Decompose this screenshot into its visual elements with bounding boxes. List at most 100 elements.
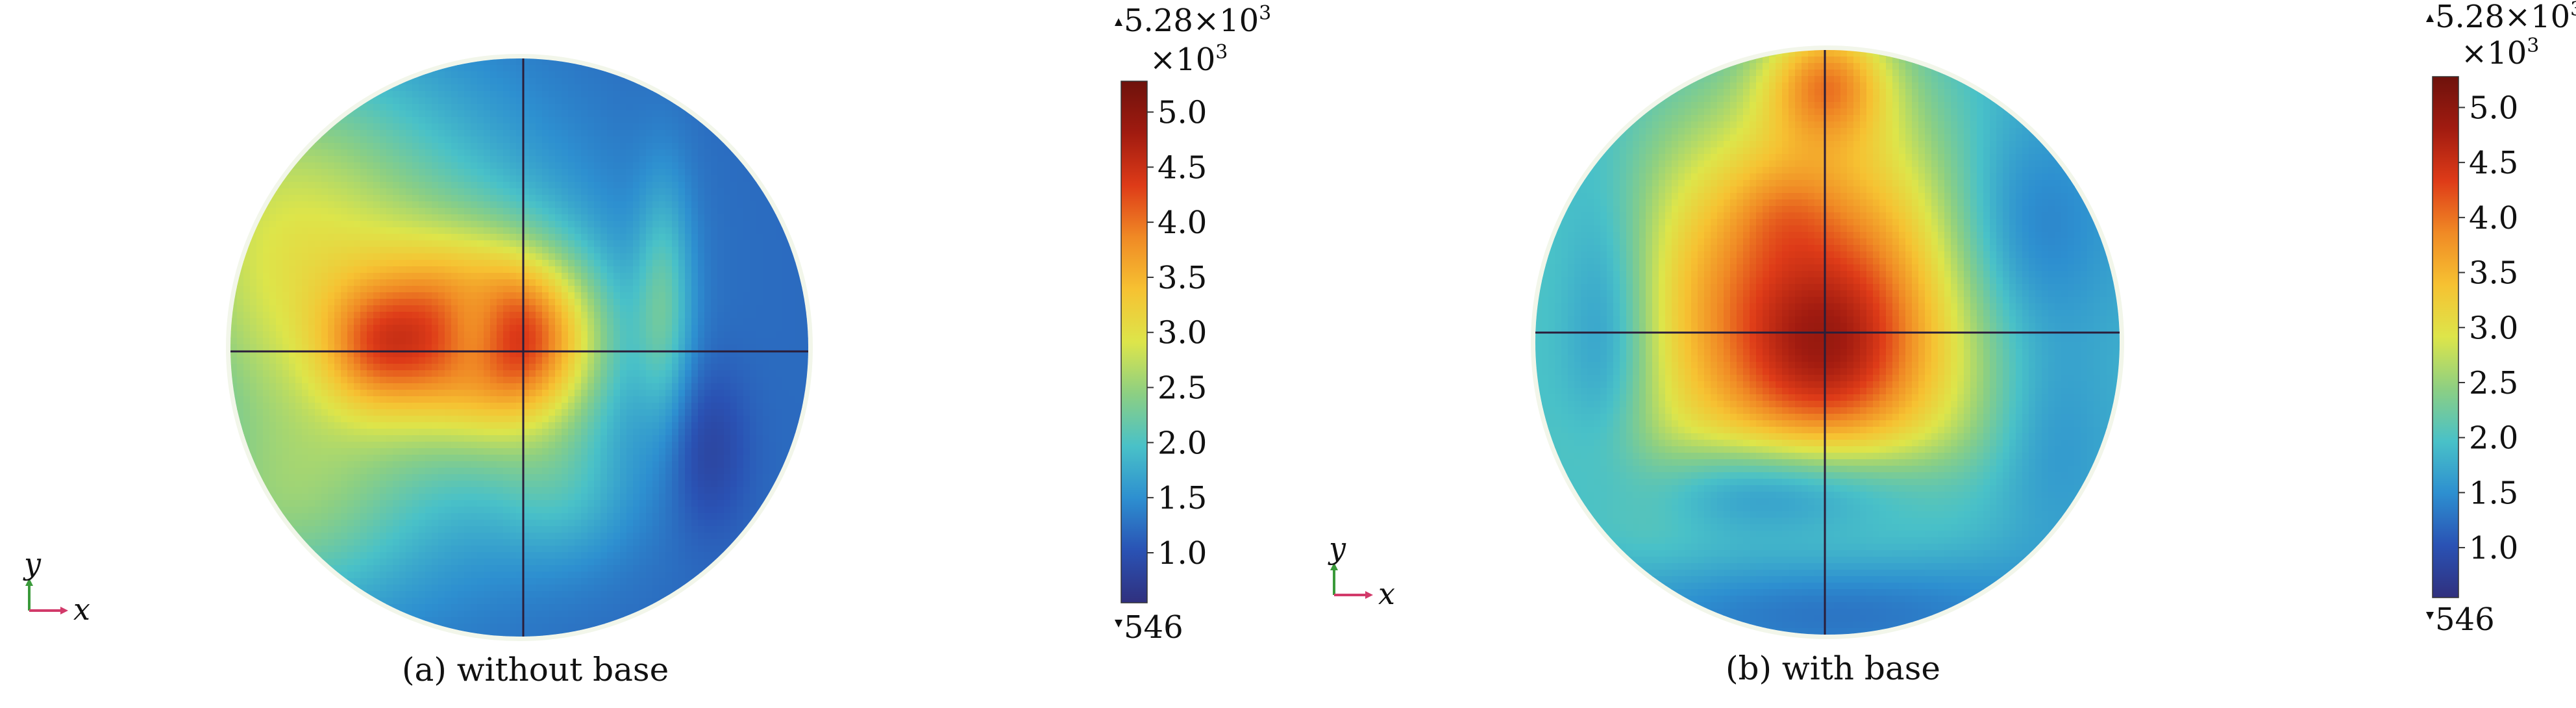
field-cell [250, 422, 257, 429]
field-cell [711, 403, 718, 410]
field-cell [665, 253, 673, 260]
field-cell [529, 416, 536, 423]
field-cell [685, 442, 692, 449]
field-cell [665, 448, 673, 455]
field-cell [542, 260, 549, 267]
field-cell [360, 162, 367, 170]
field-cell [588, 351, 595, 358]
field-cell [685, 97, 692, 105]
field-cell [412, 461, 419, 468]
field-cell [399, 318, 406, 325]
field-cell [282, 227, 290, 234]
field-cell [795, 325, 802, 332]
field-cell [613, 279, 621, 286]
field-cell [477, 260, 484, 267]
field-cell [315, 409, 322, 416]
field-cell [639, 390, 647, 397]
field-cell [308, 130, 316, 137]
field-cell [737, 260, 744, 267]
field-cell [678, 344, 686, 351]
field-cell [334, 143, 341, 150]
field-cell [536, 156, 543, 163]
field-cell [282, 175, 290, 183]
field-cell [717, 312, 724, 319]
field-cell [536, 292, 543, 299]
field-cell [380, 377, 387, 384]
field-cell [750, 461, 757, 468]
field-cell [315, 364, 322, 371]
field-cell [581, 292, 588, 299]
field-cell [581, 422, 588, 429]
field-cell [380, 143, 387, 150]
field-cell [308, 299, 316, 306]
field-cell [497, 435, 504, 442]
field-cell [399, 435, 406, 442]
field-cell [711, 422, 718, 429]
field-cell [575, 448, 582, 455]
field-cell [639, 383, 647, 390]
field-cell [341, 377, 348, 384]
field-cell [445, 234, 452, 241]
field-cell [477, 338, 484, 345]
field-cell [652, 292, 660, 299]
field-cell [763, 312, 770, 319]
field-cell [289, 416, 296, 423]
field-cell [308, 377, 316, 384]
field-cell [588, 312, 595, 319]
field-cell [730, 396, 737, 403]
field-cell [542, 461, 549, 468]
field-cell [646, 331, 653, 338]
field-cell [607, 422, 614, 429]
field-cell [510, 442, 517, 449]
field-cell [295, 318, 303, 325]
field-cell [639, 422, 647, 429]
field-cell [425, 416, 432, 423]
field-cell [341, 286, 348, 293]
field-cell [360, 156, 367, 163]
field-cell [497, 169, 504, 176]
field-cell [406, 468, 413, 475]
field-cell [737, 253, 744, 260]
field-cell [562, 97, 569, 105]
field-cell [795, 279, 802, 286]
field-cell [419, 143, 426, 150]
field-cell [425, 396, 432, 403]
field-cell [341, 240, 348, 247]
field-cell [367, 390, 374, 397]
field-cell [711, 396, 718, 403]
field-cell [321, 253, 328, 260]
field-cell [347, 448, 354, 455]
field-cell [458, 214, 465, 221]
field-cell [639, 136, 647, 144]
field-cell [354, 338, 361, 345]
field-cell [568, 110, 575, 118]
field-cell [406, 461, 413, 468]
field-cell [659, 409, 666, 416]
field-cell [347, 331, 354, 338]
field-cell [678, 221, 686, 228]
field-cell [678, 175, 686, 183]
field-cell [516, 175, 523, 183]
field-cell [256, 357, 264, 364]
field-cell [386, 338, 393, 345]
field-cell [562, 383, 569, 390]
field-cell [406, 416, 413, 423]
field-cell [321, 403, 328, 410]
field-cell [373, 299, 380, 306]
field-cell [250, 455, 257, 462]
field-cell [613, 182, 621, 189]
field-cell [698, 299, 705, 306]
field-cell [321, 409, 328, 416]
field-cell [360, 338, 367, 345]
field-cell [282, 416, 290, 423]
field-cell [613, 338, 621, 345]
field-cell [730, 338, 737, 345]
field-cell [484, 442, 491, 449]
field-cell [471, 65, 478, 72]
field-cell [665, 123, 673, 131]
field-cell [549, 156, 556, 163]
field-cell [328, 195, 335, 202]
field-cell [529, 182, 536, 189]
field-cell [490, 325, 497, 332]
field-cell [477, 188, 484, 196]
